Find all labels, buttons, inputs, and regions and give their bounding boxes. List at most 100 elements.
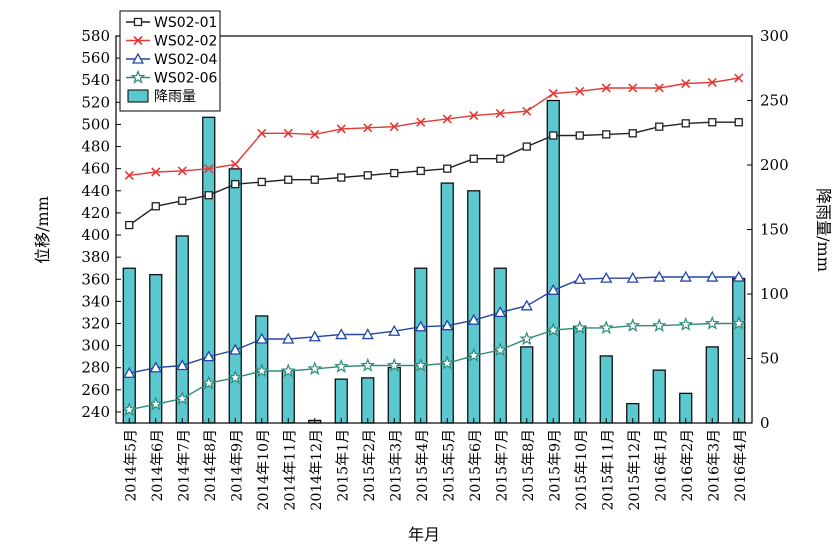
rainfall-bars: [122, 99, 746, 424]
square-marker: [575, 131, 584, 140]
legend-entry-ws02-04: WS02-04: [126, 52, 218, 68]
x-marker: [707, 77, 717, 88]
star-marker: [307, 361, 323, 376]
rainfall-bar: [467, 190, 481, 424]
x-marker: [469, 111, 479, 121]
legend-entry-ws02-01: WS02-01: [126, 15, 217, 31]
triangle-marker: [414, 320, 427, 332]
star-marker: [651, 317, 667, 332]
square-marker: [310, 175, 319, 184]
triangle-marker: [520, 299, 533, 311]
series-line: [129, 276, 739, 374]
right-tick-label: 300: [760, 27, 789, 45]
star-marker: [704, 315, 720, 330]
right-tick-label: 0: [760, 414, 770, 432]
x-marker: [257, 128, 267, 138]
square-marker: [178, 196, 187, 205]
star-marker: [201, 375, 217, 390]
rainfall-bar: [414, 267, 428, 424]
x-marker-stroke: [336, 124, 346, 134]
x-marker-stroke: [151, 167, 161, 177]
triangle-marker: [679, 270, 692, 282]
x-tick-label: 2015年5月: [441, 429, 457, 502]
square-marker: [469, 154, 478, 163]
x-marker: [601, 83, 611, 93]
x-marker-stroke: [363, 123, 373, 133]
left-axis: 240 260 280 300 320 340 360 380 400 420 440 460 480 5…: [81, 27, 121, 421]
rainfall-bar: [361, 377, 375, 424]
x-marker: [495, 108, 505, 118]
square-marker: [496, 154, 505, 163]
triangle-marker: [706, 270, 719, 282]
x-tick-label: 2015年8月: [521, 429, 537, 502]
rainfall-bar: [387, 366, 401, 424]
rainfall-bar: [652, 369, 666, 424]
triangle-marker: [388, 324, 401, 336]
square-marker: [284, 175, 293, 184]
triangle-marker: [653, 270, 666, 282]
right-axis: 0 50 100 150 200 250 300: [747, 27, 789, 432]
left-tick-label: 460: [81, 160, 110, 178]
rainfall-bar: [228, 168, 242, 424]
square-marker: [204, 191, 213, 200]
triangle-marker: [123, 366, 136, 378]
x-marker: [734, 73, 744, 83]
x-marker: [283, 128, 293, 138]
triangle-marker: [282, 332, 295, 344]
star-marker: [492, 342, 508, 357]
star-marker: [386, 357, 402, 372]
x-marker-stroke: [654, 83, 664, 93]
x-marker-stroke: [230, 159, 240, 169]
right-tick-label: 250: [760, 92, 789, 110]
x-marker-stroke: [522, 106, 532, 116]
y-axis-right-label: 降雨量/mm: [814, 188, 833, 272]
square-marker: [681, 119, 690, 128]
x-tick-label: 2016年2月: [680, 429, 696, 502]
x-marker-stroke: [133, 35, 143, 46]
x-tick-label: 2015年3月: [388, 429, 404, 502]
x-axis-label: 年月: [408, 525, 440, 544]
star-marker: [121, 401, 137, 416]
star-marker: [174, 390, 190, 405]
left-tick-label: 400: [81, 226, 110, 244]
triangle-marker: [308, 330, 321, 342]
star-marker: [572, 320, 588, 335]
left-tick-label: 500: [81, 115, 110, 133]
left-tick-label: 260: [81, 381, 110, 399]
x-marker-stroke: [495, 108, 505, 118]
x-marker-stroke: [707, 77, 717, 88]
x-tick-label: 2014年6月: [150, 429, 166, 502]
star-marker: [731, 315, 747, 330]
x-marker-stroke: [257, 128, 267, 138]
x-tick-label: 2014年12月: [309, 429, 325, 510]
x-marker: [442, 114, 452, 124]
x-marker: [416, 117, 426, 127]
triangle-marker: [149, 361, 162, 373]
rainfall-bar: [520, 346, 534, 424]
rainfall-bar: [732, 277, 746, 424]
x-marker: [204, 164, 214, 174]
star-marker: [254, 363, 270, 378]
series-ws02-02: [124, 73, 744, 180]
x-marker-stroke: [204, 164, 214, 174]
star-marker: [333, 358, 349, 373]
x-marker-stroke: [310, 129, 320, 139]
legend-entry-rainfall: 降雨量: [127, 89, 196, 105]
right-tick-label: 100: [760, 285, 789, 303]
star-marker: [130, 69, 146, 84]
triangle-marker: [131, 52, 145, 64]
legend-label: WS02-06: [154, 71, 218, 87]
series-ws02-06: [121, 315, 747, 416]
square-marker: [734, 118, 743, 127]
square-marker: [231, 180, 240, 189]
x-marker: [133, 35, 143, 46]
triangle-marker: [732, 270, 745, 282]
x-marker-stroke: [416, 117, 426, 127]
left-tick-label: 380: [81, 248, 110, 266]
x-marker-stroke: [469, 111, 479, 121]
star-marker: [413, 357, 429, 372]
x-marker: [389, 122, 399, 132]
x-tick-label: 2015年1月: [335, 429, 351, 502]
